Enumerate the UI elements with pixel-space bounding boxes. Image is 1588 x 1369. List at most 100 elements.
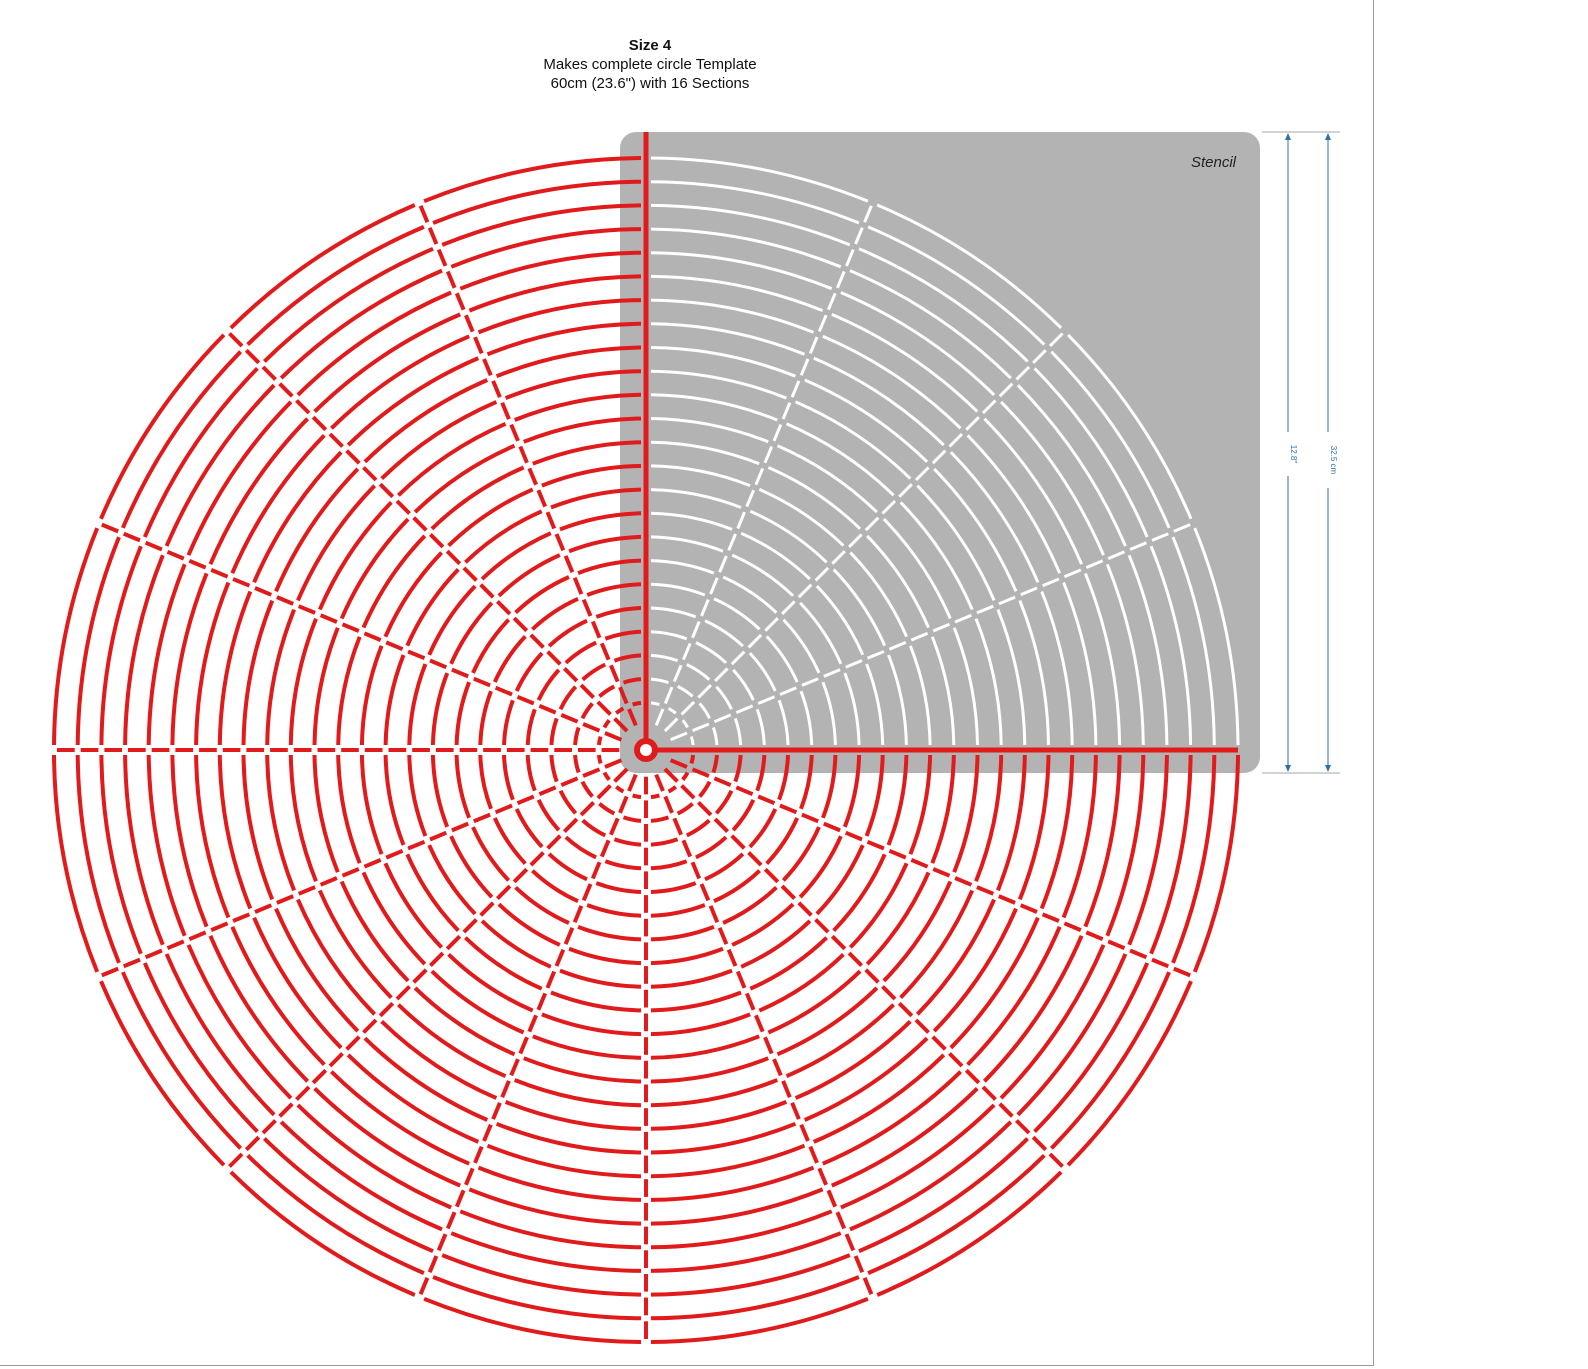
- ring-arc-segment: [229, 1170, 416, 1297]
- dimension-lines: 12.8" 32.5 cm: [1262, 131, 1340, 774]
- section-line-segment: [244, 1135, 261, 1152]
- section-line-segment: [436, 248, 448, 267]
- ring-arc-segment: [486, 1143, 642, 1179]
- ring-arc-segment: [882, 880, 953, 983]
- ring-arc-segment: [468, 274, 642, 313]
- section-line-segment: [713, 817, 730, 834]
- ring-arc-segment: [650, 815, 670, 823]
- section-line-segment: [1042, 577, 1060, 588]
- ring-arc-segment: [916, 484, 996, 601]
- section-line-segment: [826, 1189, 838, 1208]
- section-line-segment: [888, 848, 907, 860]
- ring-arc-segment: [186, 400, 293, 556]
- ring-arc-segment: [966, 434, 1062, 574]
- ring-arc-segment: [514, 575, 570, 615]
- section-line-segment: [363, 631, 382, 642]
- ring-arc-segment: [1018, 600, 1050, 746]
- section-line-segment: [500, 401, 511, 420]
- section-line-segment: [529, 633, 545, 649]
- ring-arc-segment: [949, 916, 1040, 1050]
- section-line-segment: [563, 927, 575, 945]
- ring-arc-segment: [459, 250, 642, 291]
- ring-arc-segment: [558, 789, 578, 815]
- ring-arc-segment: [650, 968, 733, 989]
- ring-arc-segment: [650, 1165, 815, 1202]
- ring-arc-segment: [454, 754, 471, 819]
- section-line-segment: [763, 445, 774, 464]
- section-line-segment: [823, 821, 841, 833]
- ring-arc-segment: [1061, 754, 1098, 919]
- section-line-segment: [898, 483, 913, 498]
- ring-arc-segment: [695, 835, 728, 860]
- section-line-segment: [964, 1068, 981, 1085]
- section-line-segment: [1063, 921, 1082, 932]
- ring-arc-segment: [577, 558, 642, 575]
- section-line-segment: [254, 903, 273, 914]
- ring-arc-segment: [464, 936, 543, 991]
- ring-arc-segment: [909, 645, 932, 746]
- section-line-segment: [827, 292, 837, 311]
- section-line-segment: [473, 812, 491, 824]
- ring-arc-segment: [52, 754, 100, 973]
- section-line-segment: [1041, 912, 1060, 923]
- section-line-segment: [232, 577, 251, 588]
- ring-arc-segment: [230, 926, 326, 1066]
- ring-arc-segment: [650, 701, 660, 707]
- ring-arc-segment: [1067, 333, 1193, 520]
- section-line-segment: [672, 817, 683, 836]
- section-line-segment: [844, 830, 863, 842]
- section-line-segment: [881, 985, 897, 1001]
- ring-arc-segment: [1049, 971, 1171, 1150]
- ring-arc-segment: [265, 608, 296, 746]
- ring-arc-segment: [449, 835, 494, 899]
- section-line-segment: [866, 650, 885, 660]
- ring-arc-segment: [777, 754, 790, 801]
- section-line-segment: [464, 314, 475, 333]
- ring-arc-segment: [447, 487, 534, 548]
- ring-arc-segment: [899, 501, 974, 611]
- ring-arc-segment: [815, 844, 865, 916]
- ring-arc-segment: [550, 487, 642, 510]
- ring-arc-segment: [711, 754, 719, 774]
- ring-arc-segment: [930, 636, 956, 746]
- ring-arc-segment: [564, 640, 597, 665]
- ring-arc-segment: [1033, 962, 1150, 1134]
- section-line-segment: [1020, 586, 1038, 597]
- ring-arc-segment: [676, 802, 694, 816]
- section-line-segment: [830, 934, 847, 951]
- ring-arc-segment: [767, 466, 862, 530]
- ring-arc-segment: [595, 606, 642, 619]
- ring-arc-segment: [492, 817, 527, 865]
- ring-arc-segment: [952, 627, 979, 746]
- section-line-segment: [799, 1123, 810, 1142]
- section-line-segment: [491, 1102, 502, 1120]
- ring-arc-segment: [952, 754, 980, 873]
- ring-arc-segment: [996, 754, 1027, 892]
- ring-arc-segment: [586, 582, 642, 597]
- ring-arc-segment: [559, 968, 642, 989]
- section-line-segment: [341, 867, 360, 878]
- section-line-segment: [948, 1052, 964, 1068]
- ring-arc-segment: [596, 736, 603, 746]
- ring-arc-segment: [711, 727, 719, 746]
- section-line-segment: [736, 511, 746, 530]
- ring-arc-segment: [650, 903, 706, 918]
- ring-arc-segment: [580, 702, 594, 720]
- ring-arc-segment: [241, 599, 275, 746]
- section-line-segment: [445, 1211, 457, 1230]
- ring-arc-segment: [288, 754, 318, 883]
- ring-arc-segment: [580, 780, 594, 798]
- ring-arc-segment: [229, 203, 416, 330]
- inner-dimension-label: 12.8": [1289, 445, 1298, 464]
- ring-arc-segment: [840, 291, 996, 396]
- section-line-segment: [931, 1035, 947, 1051]
- ring-arc-segment: [339, 880, 410, 983]
- section-line-segment: [772, 424, 783, 442]
- ring-arc-segment: [75, 754, 121, 964]
- ring-arc-segment: [722, 575, 778, 614]
- ring-arc-segment: [782, 618, 821, 674]
- section-line-segment: [122, 531, 141, 543]
- section-line-segment: [680, 700, 696, 716]
- section-line-segment: [546, 834, 562, 850]
- ring-arc-segment: [450, 227, 642, 269]
